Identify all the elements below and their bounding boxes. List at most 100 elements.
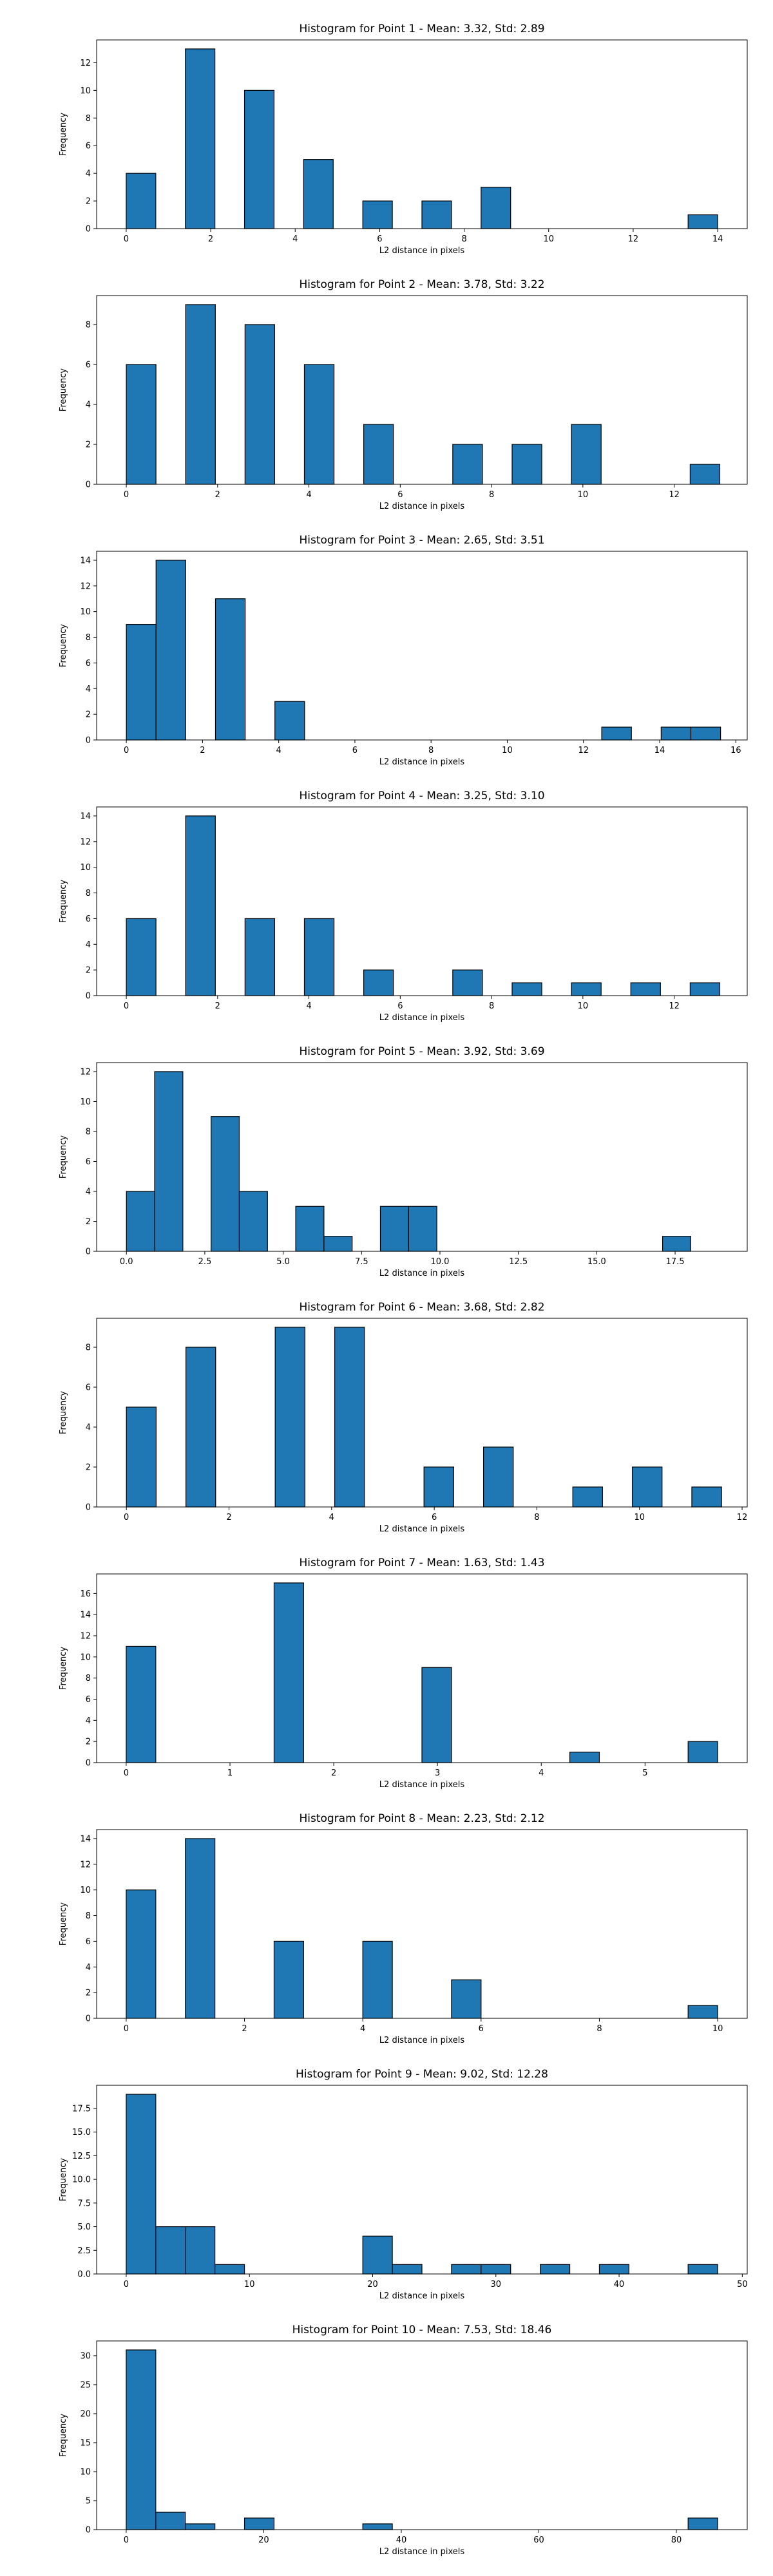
x-tick-label: 20 (258, 2535, 269, 2545)
histogram-bar (295, 1206, 325, 1252)
y-tick-label: 0 (86, 225, 91, 234)
x-tick-label: 14 (654, 746, 665, 755)
y-tick-label: 0 (86, 1247, 91, 1257)
histogram-bar (569, 1751, 600, 1763)
y-axis-label: Frequency (59, 1135, 68, 1179)
x-tick-label: 10 (543, 234, 554, 244)
histogram-bar (421, 200, 452, 229)
y-tick-label: 2 (86, 197, 91, 207)
histogram-bar (185, 2226, 216, 2275)
y-tick-label: 6 (86, 1695, 91, 1705)
histogram-bar (126, 918, 157, 996)
y-tick-label: 4 (86, 169, 91, 179)
y-tick-label: 8 (86, 1127, 91, 1137)
y-tick-label: 8 (86, 1674, 91, 1683)
y-tick-label: 4 (86, 400, 91, 410)
x-tick-label: 50 (737, 2280, 748, 2289)
histogram-bar (660, 726, 692, 741)
histogram-bar (273, 1582, 304, 1763)
histogram-bar (689, 982, 721, 996)
x-tick-label: 15.0 (587, 1257, 606, 1267)
plot-frame (96, 1062, 748, 1252)
histogram-bar (185, 2523, 216, 2530)
x-axis-label: L2 distance in pixels (379, 757, 465, 766)
y-tick-label: 17.5 (72, 2104, 91, 2114)
x-tick-label: 8 (596, 2024, 602, 2034)
histogram-bar (323, 1236, 353, 1252)
chart-title: Histogram for Point 9 - Mean: 9.02, Std:… (296, 2068, 548, 2081)
histogram-bar (482, 1446, 514, 1508)
y-tick-label: 6 (86, 1383, 91, 1392)
y-tick-label: 8 (86, 889, 91, 898)
x-tick-label: 0 (124, 746, 129, 755)
histogram-bar (185, 304, 216, 485)
y-tick-label: 4 (86, 1716, 91, 1726)
y-tick-label: 12 (80, 582, 91, 591)
histogram-bar (126, 1191, 155, 1252)
bars (126, 304, 721, 485)
histogram-bar (363, 969, 394, 996)
x-tick-label: 40 (396, 2535, 407, 2545)
histogram-bar (451, 2264, 482, 2275)
y-tick-label: 5 (86, 2496, 91, 2506)
histogram-point-3: Histogram for Point 3 - Mean: 2.65, Std:… (0, 511, 773, 766)
x-axis-label: L2 distance in pixels (379, 1269, 465, 1278)
x-tick-label: 10 (712, 2024, 723, 2034)
y-tick-label: 6 (86, 360, 91, 370)
x-tick-label: 0 (124, 1513, 129, 1522)
x-tick-label: 5.0 (276, 1257, 290, 1267)
y-tick-label: 12 (80, 1860, 91, 1870)
histogram-bar (185, 48, 216, 229)
y-tick-label: 10 (80, 2467, 91, 2477)
y-tick-label: 0 (86, 992, 91, 1001)
x-axis-label: L2 distance in pixels (379, 2547, 465, 2556)
histogram-bar (392, 2264, 423, 2275)
y-tick-label: 25 (80, 2380, 91, 2390)
x-axis-label: L2 distance in pixels (379, 1524, 465, 1533)
histogram-bar (408, 1206, 437, 1252)
histogram-bar (379, 1206, 409, 1252)
histogram-bar (274, 1327, 305, 1508)
plot-frame (96, 39, 748, 229)
histogram-bar (126, 2349, 157, 2530)
x-axis-label: L2 distance in pixels (379, 2036, 465, 2045)
histogram-bar (481, 2264, 511, 2275)
plot-frame (96, 2340, 748, 2530)
y-tick-label: 4 (86, 685, 91, 694)
histogram-bar (423, 1466, 454, 1508)
x-tick-label: 0 (124, 2535, 129, 2545)
histogram-point-4: Histogram for Point 4 - Mean: 3.25, Std:… (0, 767, 773, 1022)
y-tick-label: 2 (86, 1989, 91, 1998)
histogram-bar (631, 1466, 663, 1508)
x-tick-label: 4 (292, 234, 298, 244)
x-tick-label: 40 (614, 2280, 625, 2289)
y-tick-label: 12 (80, 837, 91, 847)
histogram-bar (215, 598, 246, 741)
plot-frame (96, 1829, 748, 2019)
y-tick-label: 14 (80, 811, 91, 821)
histogram-svg: Histogram for Point 2 - Mean: 3.78, Std:… (59, 278, 748, 511)
y-tick-label: 6 (86, 142, 91, 151)
y-tick-label: 6 (86, 914, 91, 924)
x-tick-label: 10 (244, 2280, 255, 2289)
x-tick-label: 16 (730, 746, 741, 755)
histogram-bar (511, 982, 542, 996)
histogram-bar (572, 1486, 603, 1508)
histogram-bar (687, 2264, 718, 2275)
histogram-bar (451, 1979, 482, 2019)
x-tick-label: 2 (242, 2024, 247, 2034)
x-tick-label: 4 (329, 1513, 334, 1522)
x-tick-label: 20 (367, 2280, 378, 2289)
bars (126, 560, 721, 741)
y-tick-label: 4 (86, 1187, 91, 1197)
histogram-bar (452, 969, 483, 996)
histogram-bar (303, 364, 335, 485)
y-tick-label: 10 (80, 863, 91, 873)
y-tick-label: 0 (86, 2526, 91, 2535)
y-tick-label: 2.5 (77, 2246, 91, 2256)
x-tick-label: 2 (331, 1768, 336, 1778)
y-axis-label: Frequency (59, 113, 68, 156)
y-tick-label: 2 (86, 440, 91, 450)
chart-title: Histogram for Point 6 - Mean: 3.68, Std:… (299, 1301, 544, 1314)
x-tick-label: 8 (489, 490, 494, 500)
